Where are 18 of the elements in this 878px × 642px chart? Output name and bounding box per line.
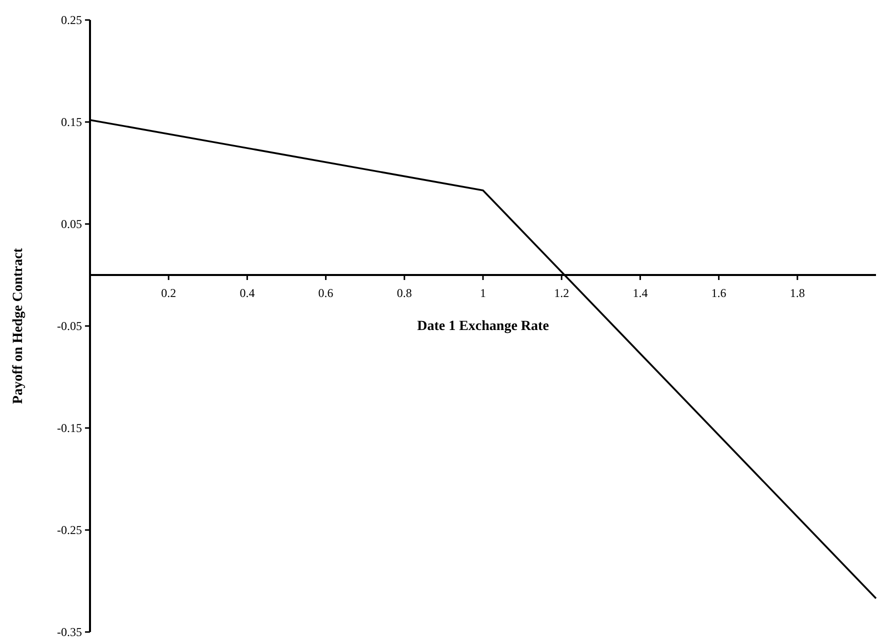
y-tick-label: 0.05 [61, 217, 82, 232]
x-axis-title: Date 1 Exchange Rate [417, 319, 549, 334]
y-tick-label: 0.25 [61, 13, 82, 28]
y-tick-label: -0.15 [57, 421, 82, 436]
y-tick-label: -0.35 [57, 625, 82, 640]
x-tick-label: 0.6 [318, 286, 334, 300]
x-tick-label: 0.8 [396, 286, 412, 300]
x-tick-label: 1.2 [554, 286, 570, 300]
x-tick-label: 0.4 [240, 286, 255, 300]
x-tick-label: 1.8 [790, 286, 805, 300]
y-axis-title: Payoff on Hedge Contract [11, 248, 26, 404]
x-tick-label: 1.6 [711, 286, 726, 300]
y-tick-label: 0.15 [61, 115, 82, 130]
x-tick-label: 1 [480, 286, 486, 300]
y-tick-label: -0.25 [57, 523, 82, 538]
y-tick-label: -0.05 [57, 319, 82, 334]
x-tick-label: 1.4 [632, 286, 648, 300]
x-tick-label: 0.2 [161, 286, 176, 300]
